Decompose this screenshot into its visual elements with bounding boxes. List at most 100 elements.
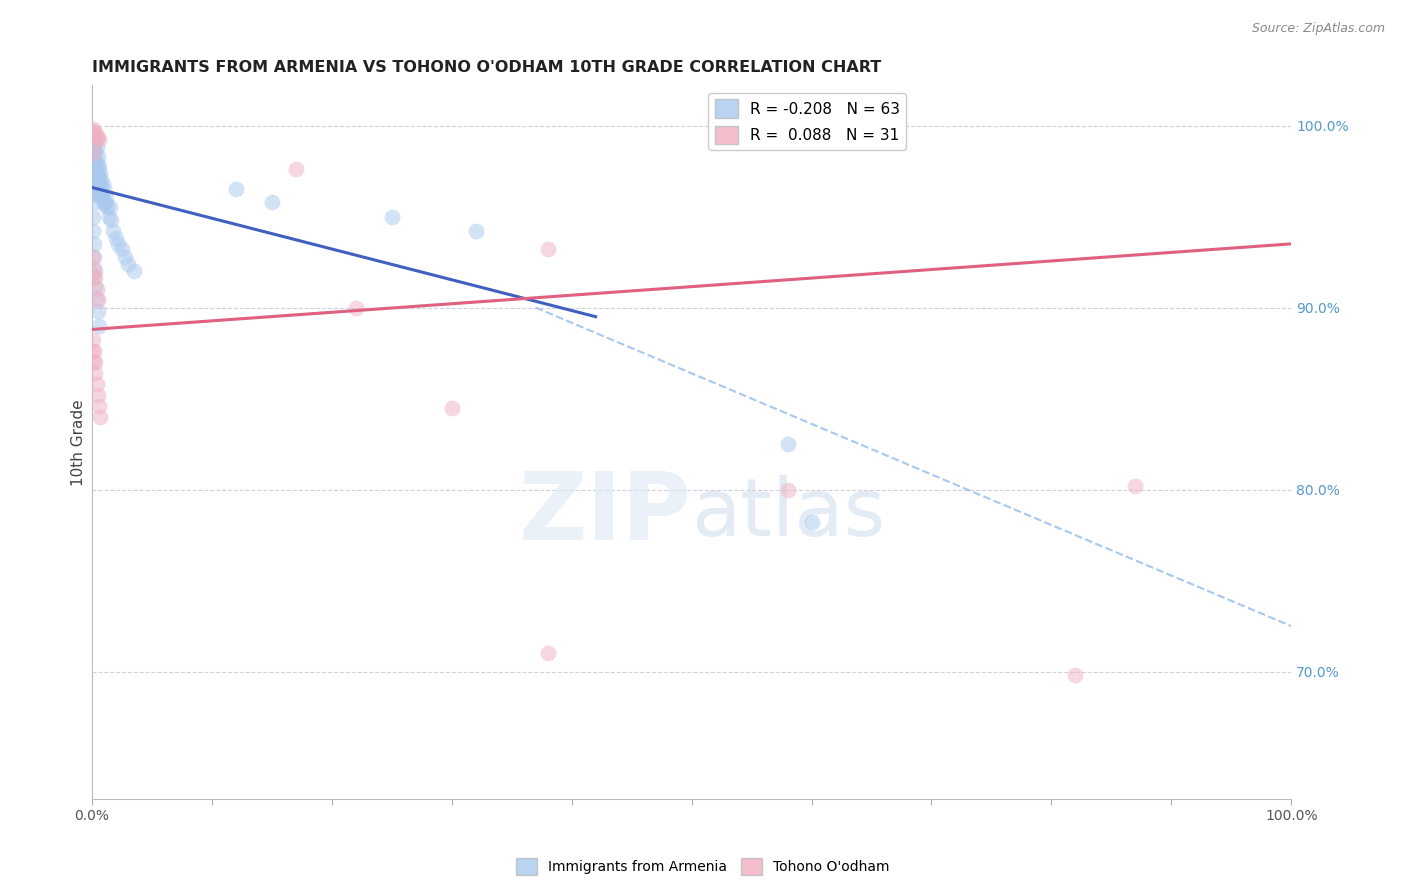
Point <box>86 129 108 144</box>
Point <box>84 194 107 209</box>
Point <box>440 401 463 415</box>
Text: atlas: atlas <box>692 475 886 553</box>
Point <box>84 126 107 140</box>
Point <box>111 243 134 257</box>
Point <box>89 166 111 180</box>
Point <box>93 196 115 211</box>
Point <box>122 264 145 278</box>
Y-axis label: 10th Grade: 10th Grade <box>72 399 86 485</box>
Point <box>94 194 117 209</box>
Point <box>89 409 111 424</box>
Legend: Immigrants from Armenia, Tohono O'odham: Immigrants from Armenia, Tohono O'odham <box>510 853 896 880</box>
Point <box>83 187 105 202</box>
Point <box>84 366 107 380</box>
Point <box>83 236 105 251</box>
Point <box>97 210 120 224</box>
Point <box>104 231 127 245</box>
Point <box>1125 479 1147 493</box>
Point <box>83 140 105 154</box>
Point <box>107 236 129 251</box>
Point <box>84 159 107 173</box>
Point <box>82 224 104 238</box>
Point <box>98 201 121 215</box>
Legend: R = -0.208   N = 63, R =  0.088   N = 31: R = -0.208 N = 63, R = 0.088 N = 31 <box>709 93 905 150</box>
Text: IMMIGRANTS FROM ARMENIA VS TOHONO O'ODHAM 10TH GRADE CORRELATION CHART: IMMIGRANTS FROM ARMENIA VS TOHONO O'ODHA… <box>91 60 882 75</box>
Point <box>82 344 104 359</box>
Point <box>1064 668 1087 682</box>
Point <box>84 278 107 293</box>
Point <box>260 194 283 209</box>
Point <box>344 301 367 315</box>
Point <box>86 282 108 296</box>
Point <box>83 250 105 264</box>
Point <box>114 250 136 264</box>
Point <box>91 177 114 191</box>
Point <box>86 180 108 194</box>
Point <box>82 173 104 187</box>
Point <box>82 250 104 264</box>
Point <box>96 191 118 205</box>
Point <box>87 304 110 318</box>
Point <box>87 399 110 413</box>
Point <box>86 377 108 392</box>
Point <box>87 318 110 333</box>
Text: Source: ZipAtlas.com: Source: ZipAtlas.com <box>1251 22 1385 36</box>
Point <box>91 191 114 205</box>
Point <box>284 162 307 177</box>
Point <box>87 293 110 308</box>
Point <box>82 145 104 160</box>
Point <box>83 128 105 142</box>
Point <box>82 145 104 160</box>
Point <box>96 201 118 215</box>
Point <box>83 268 105 282</box>
Point <box>536 243 558 257</box>
Point <box>776 483 799 497</box>
Point <box>87 133 110 147</box>
Point <box>87 187 110 202</box>
Point <box>86 140 108 154</box>
Point <box>83 151 105 165</box>
Point <box>87 149 110 163</box>
Point <box>381 210 404 224</box>
Point <box>800 516 823 530</box>
Point <box>83 164 105 178</box>
Point <box>84 355 107 369</box>
Point <box>103 224 125 238</box>
Point <box>83 260 105 275</box>
Point <box>83 124 105 138</box>
Point <box>82 136 104 151</box>
Point <box>464 224 486 238</box>
Point <box>93 182 115 196</box>
Point <box>89 178 111 193</box>
Point <box>776 437 799 451</box>
Point <box>82 334 104 348</box>
Point <box>82 210 104 224</box>
Point <box>90 186 112 200</box>
Point <box>84 271 107 285</box>
Point <box>84 264 107 278</box>
Point <box>84 182 107 196</box>
Point <box>84 145 107 160</box>
Point <box>84 169 107 184</box>
Point <box>87 162 110 177</box>
Point <box>87 169 110 184</box>
Point <box>83 177 105 191</box>
Point <box>87 175 110 189</box>
Point <box>83 355 105 369</box>
Point <box>87 131 110 145</box>
Point <box>87 388 110 402</box>
Point <box>82 164 104 178</box>
Point <box>117 257 139 271</box>
Point <box>86 168 108 182</box>
Point <box>536 647 558 661</box>
Point <box>87 159 110 173</box>
Point <box>100 213 122 227</box>
Point <box>86 155 108 169</box>
Point <box>83 344 105 359</box>
Point <box>87 182 110 196</box>
Point <box>86 292 108 306</box>
Point <box>225 182 247 196</box>
Text: ZIP: ZIP <box>519 467 692 559</box>
Point <box>84 133 107 147</box>
Point <box>90 173 112 187</box>
